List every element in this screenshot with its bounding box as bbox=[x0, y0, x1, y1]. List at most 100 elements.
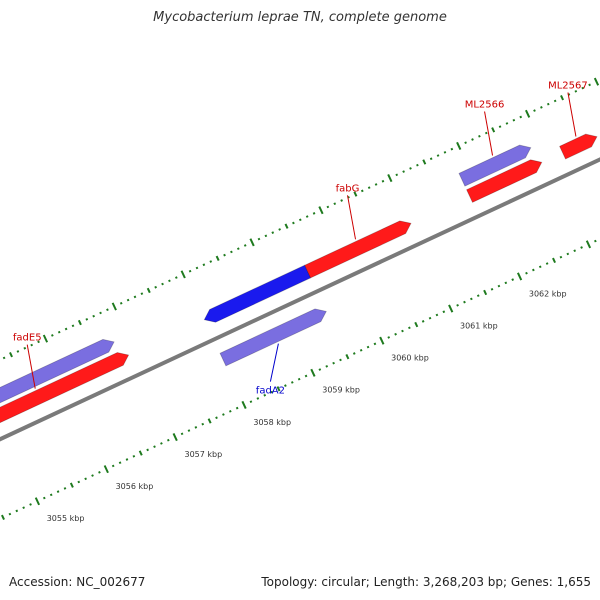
upper-tick bbox=[292, 221, 295, 225]
upper-tick bbox=[9, 351, 13, 358]
lower-tick bbox=[215, 416, 218, 420]
upper-tick bbox=[546, 102, 550, 106]
genome-title: Mycobacterium leprae TN, complete genome bbox=[153, 10, 447, 25]
gene-ml2566-pair-leader bbox=[484, 111, 494, 156]
lower-tick bbox=[15, 509, 19, 513]
upper-tick bbox=[298, 218, 302, 222]
upper-tick bbox=[195, 266, 199, 270]
lower-tick bbox=[476, 294, 480, 298]
gene-ml2567-leader bbox=[567, 92, 577, 137]
lower-tick bbox=[180, 432, 184, 436]
kbp-label: 3060 kbp bbox=[391, 354, 429, 363]
lower-tick bbox=[118, 461, 122, 465]
upper-tick bbox=[99, 311, 102, 315]
upper-tick bbox=[57, 330, 61, 334]
upper-tick bbox=[443, 151, 447, 154]
upper-tick bbox=[402, 170, 405, 173]
gene-fada2-arrow[interactable] bbox=[203, 264, 312, 323]
upper-tick bbox=[381, 179, 385, 183]
upper-tick bbox=[560, 95, 565, 101]
upper-tick bbox=[271, 231, 275, 234]
gene-fada2-pair-arrow[interactable] bbox=[219, 308, 327, 367]
lower-tick bbox=[34, 497, 41, 506]
lower-tick bbox=[470, 297, 473, 301]
gene-ml2567-arrow[interactable] bbox=[559, 133, 598, 160]
lower-tick bbox=[559, 255, 563, 259]
lower-tick bbox=[22, 506, 25, 510]
upper-tick bbox=[264, 234, 268, 238]
gene-ml2566-pair-arrow[interactable] bbox=[458, 144, 532, 187]
gene-fada2-pair-label[interactable]: fadA2 bbox=[256, 386, 285, 397]
upper-tick bbox=[126, 298, 130, 302]
kbp-label: 3059 kbp bbox=[322, 386, 360, 395]
upper-tick bbox=[236, 247, 240, 251]
upper-tick bbox=[409, 167, 412, 170]
lower-tick bbox=[566, 252, 570, 256]
upper-tick bbox=[77, 319, 82, 326]
upper-tick bbox=[30, 343, 34, 347]
upper-tick bbox=[553, 99, 557, 103]
gene-ml2567-label[interactable]: ML2567 bbox=[548, 80, 588, 91]
upper-tick bbox=[119, 301, 123, 305]
lower-tick bbox=[538, 265, 542, 269]
upper-tick bbox=[333, 202, 337, 206]
lower-tick bbox=[91, 474, 94, 477]
gene-ml2566-arrow[interactable] bbox=[466, 159, 543, 203]
lower-tick bbox=[594, 239, 597, 243]
upper-tick bbox=[574, 89, 578, 93]
lower-tick bbox=[310, 368, 316, 377]
lower-tick bbox=[132, 454, 136, 458]
lower-tick bbox=[463, 300, 466, 304]
lower-tick bbox=[8, 512, 12, 516]
gene-fade5-arrow[interactable] bbox=[0, 352, 130, 445]
gene-fade5-pair-arrow[interactable] bbox=[0, 338, 115, 428]
lower-tick bbox=[1, 514, 5, 521]
lower-tick bbox=[111, 464, 115, 468]
lower-tick bbox=[401, 329, 404, 333]
upper-tick bbox=[374, 183, 378, 186]
lower-tick bbox=[146, 448, 149, 452]
upper-tick bbox=[512, 118, 516, 122]
lower-tick bbox=[138, 450, 143, 456]
lower-tick bbox=[545, 262, 549, 265]
lower-tick bbox=[408, 326, 411, 330]
lower-tick bbox=[29, 503, 32, 506]
gene-features bbox=[0, 133, 598, 445]
lower-tick bbox=[153, 445, 156, 448]
upper-tick bbox=[140, 292, 144, 295]
lower-tick bbox=[387, 336, 391, 339]
upper-tick bbox=[243, 244, 247, 247]
kbp-label: 3057 kbp bbox=[184, 450, 222, 459]
lower-tick bbox=[428, 316, 432, 320]
upper-tick bbox=[326, 205, 330, 209]
lower-tick bbox=[332, 361, 335, 365]
upper-tick bbox=[168, 279, 171, 283]
lower-tick bbox=[352, 352, 356, 355]
lower-tick bbox=[249, 400, 253, 404]
lower-tick bbox=[511, 278, 515, 281]
gene-fabg-label[interactable]: fabG bbox=[336, 183, 360, 194]
gene-fabg-arrow[interactable] bbox=[304, 220, 412, 279]
upper-tick bbox=[154, 285, 157, 289]
upper-tick bbox=[429, 157, 433, 161]
kbp-label: 3056 kbp bbox=[116, 482, 154, 491]
upper-tick bbox=[491, 127, 496, 133]
lower-tick bbox=[241, 400, 247, 409]
lower-tick bbox=[84, 477, 87, 481]
upper-tick bbox=[395, 173, 399, 177]
lower-tick bbox=[516, 272, 523, 281]
upper-tick bbox=[588, 83, 591, 87]
lower-tick bbox=[187, 429, 191, 432]
lower-tick bbox=[339, 358, 342, 362]
upper-tick bbox=[519, 115, 523, 119]
upper-tick bbox=[478, 134, 481, 138]
gene-fada2-pair-leader bbox=[269, 343, 279, 382]
gene-fade5-label[interactable]: fadE5 bbox=[13, 333, 42, 344]
gene-ml2566-pair-label[interactable]: ML2566 bbox=[465, 100, 505, 111]
lower-tick bbox=[490, 287, 494, 291]
lower-tick bbox=[63, 487, 67, 490]
lower-tick bbox=[49, 493, 53, 497]
upper-tick bbox=[249, 238, 255, 247]
lower-tick bbox=[366, 345, 370, 349]
